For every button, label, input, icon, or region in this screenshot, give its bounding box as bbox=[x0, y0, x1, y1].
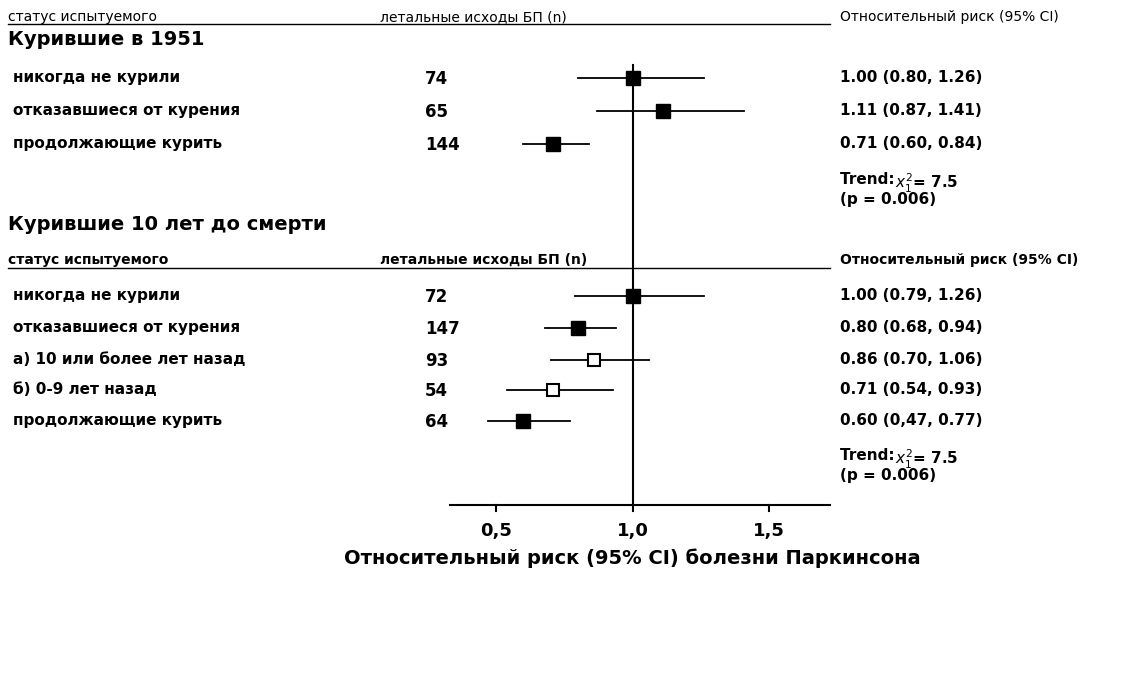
Text: 0.71 (0.60, 0.84): 0.71 (0.60, 0.84) bbox=[840, 136, 982, 151]
Text: 1,5: 1,5 bbox=[753, 522, 785, 540]
Text: летальные исходы БП (n): летальные исходы БП (n) bbox=[380, 253, 587, 267]
Text: Курившие в 1951: Курившие в 1951 bbox=[8, 30, 204, 49]
Text: отказавшиеся от курения: отказавшиеся от курения bbox=[12, 103, 240, 118]
Text: 0.86 (0.70, 1.06): 0.86 (0.70, 1.06) bbox=[840, 352, 982, 367]
Text: Trend:: Trend: bbox=[840, 448, 905, 463]
Text: 0.80 (0.68, 0.94): 0.80 (0.68, 0.94) bbox=[840, 320, 982, 335]
Text: Относительный риск (95% CI) болезни Паркинсона: Относительный риск (95% CI) болезни Парк… bbox=[344, 548, 921, 568]
Text: 72: 72 bbox=[425, 288, 449, 306]
Text: продолжающие курить: продолжающие курить bbox=[12, 136, 222, 151]
Text: Курившие 10 лет до смерти: Курившие 10 лет до смерти bbox=[8, 215, 326, 234]
Text: 74: 74 bbox=[425, 70, 449, 88]
Text: продолжающие курить: продолжающие курить bbox=[12, 413, 222, 428]
Text: (p = 0.006): (p = 0.006) bbox=[840, 468, 936, 483]
Text: 64: 64 bbox=[425, 413, 449, 431]
Text: а) 10 или более лет назад: а) 10 или более лет назад bbox=[12, 352, 246, 367]
Text: статус испытуемого: статус испытуемого bbox=[8, 253, 169, 267]
Text: 0,5: 0,5 bbox=[480, 522, 512, 540]
Text: 93: 93 bbox=[425, 352, 449, 370]
Text: 1.00 (0.79, 1.26): 1.00 (0.79, 1.26) bbox=[840, 288, 982, 303]
Text: Trend:: Trend: bbox=[840, 172, 905, 187]
Text: (p = 0.006): (p = 0.006) bbox=[840, 192, 936, 207]
Text: 1.11 (0.87, 1.41): 1.11 (0.87, 1.41) bbox=[840, 103, 982, 118]
Text: 65: 65 bbox=[425, 103, 448, 121]
Text: 147: 147 bbox=[425, 320, 460, 338]
Text: 54: 54 bbox=[425, 382, 449, 400]
Text: б) 0-9 лет назад: б) 0-9 лет назад bbox=[12, 382, 156, 397]
Text: 0.60 (0,47, 0.77): 0.60 (0,47, 0.77) bbox=[840, 413, 982, 428]
Text: никогда не курили: никогда не курили bbox=[12, 70, 180, 85]
Text: $x_1^2$= 7.5: $x_1^2$= 7.5 bbox=[895, 172, 959, 195]
Text: летальные исходы БП (n): летальные исходы БП (n) bbox=[380, 10, 566, 24]
Text: отказавшиеся от курения: отказавшиеся от курения bbox=[12, 320, 240, 335]
Text: 1.00 (0.80, 1.26): 1.00 (0.80, 1.26) bbox=[840, 70, 982, 85]
Text: Относительный риск (95% CI): Относительный риск (95% CI) bbox=[840, 10, 1058, 24]
Text: статус испытуемого: статус испытуемого bbox=[8, 10, 157, 24]
Text: 1,0: 1,0 bbox=[616, 522, 648, 540]
Text: 0.71 (0.54, 0.93): 0.71 (0.54, 0.93) bbox=[840, 382, 982, 397]
Text: Относительный риск (95% CI): Относительный риск (95% CI) bbox=[840, 253, 1079, 267]
Text: никогда не курили: никогда не курили bbox=[12, 288, 180, 303]
Text: 144: 144 bbox=[425, 136, 460, 154]
Text: $x_1^2$= 7.5: $x_1^2$= 7.5 bbox=[895, 448, 959, 471]
